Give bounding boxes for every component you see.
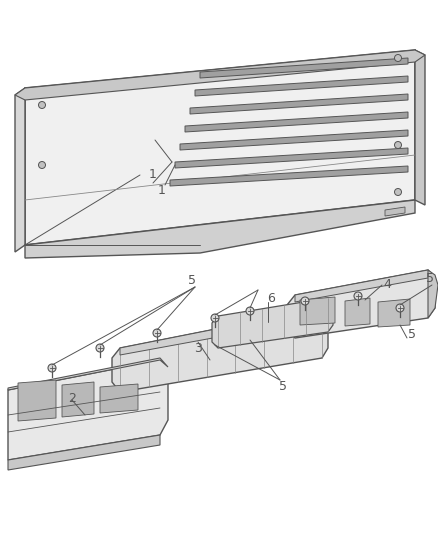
Polygon shape bbox=[345, 298, 370, 326]
Circle shape bbox=[153, 329, 161, 337]
Polygon shape bbox=[195, 76, 408, 96]
Polygon shape bbox=[300, 297, 335, 325]
Polygon shape bbox=[25, 200, 415, 258]
Polygon shape bbox=[200, 58, 408, 78]
Circle shape bbox=[211, 314, 219, 322]
Text: 1: 1 bbox=[158, 183, 166, 197]
Circle shape bbox=[48, 364, 56, 372]
Polygon shape bbox=[18, 380, 56, 421]
Text: 6: 6 bbox=[267, 292, 275, 304]
Circle shape bbox=[301, 297, 309, 305]
Polygon shape bbox=[100, 384, 138, 413]
Polygon shape bbox=[8, 358, 168, 390]
Polygon shape bbox=[185, 112, 408, 132]
Polygon shape bbox=[25, 50, 415, 245]
Circle shape bbox=[395, 189, 402, 196]
Circle shape bbox=[395, 54, 402, 61]
Circle shape bbox=[96, 344, 104, 352]
Text: 5: 5 bbox=[426, 271, 434, 285]
Text: 5: 5 bbox=[408, 328, 416, 342]
Circle shape bbox=[395, 141, 402, 149]
Polygon shape bbox=[212, 298, 333, 348]
Circle shape bbox=[396, 304, 404, 312]
Polygon shape bbox=[8, 435, 160, 470]
Circle shape bbox=[39, 161, 46, 168]
Polygon shape bbox=[190, 94, 408, 114]
Polygon shape bbox=[415, 50, 425, 205]
Text: 1: 1 bbox=[149, 168, 157, 182]
Polygon shape bbox=[287, 270, 435, 338]
Polygon shape bbox=[175, 148, 408, 168]
Text: 5: 5 bbox=[188, 273, 196, 287]
Polygon shape bbox=[385, 207, 405, 216]
Circle shape bbox=[39, 101, 46, 109]
Text: 3: 3 bbox=[194, 342, 202, 354]
Polygon shape bbox=[180, 130, 408, 150]
Text: 5: 5 bbox=[279, 379, 287, 392]
Polygon shape bbox=[8, 360, 168, 460]
Polygon shape bbox=[428, 270, 438, 318]
Polygon shape bbox=[378, 299, 410, 327]
Polygon shape bbox=[15, 50, 425, 100]
Polygon shape bbox=[120, 308, 328, 355]
Text: 2: 2 bbox=[68, 392, 76, 406]
Polygon shape bbox=[62, 382, 94, 417]
Circle shape bbox=[354, 292, 362, 300]
Polygon shape bbox=[112, 308, 328, 392]
Polygon shape bbox=[295, 270, 435, 302]
Text: 4: 4 bbox=[383, 278, 391, 290]
Polygon shape bbox=[170, 166, 408, 186]
Circle shape bbox=[246, 307, 254, 315]
Polygon shape bbox=[15, 88, 25, 252]
